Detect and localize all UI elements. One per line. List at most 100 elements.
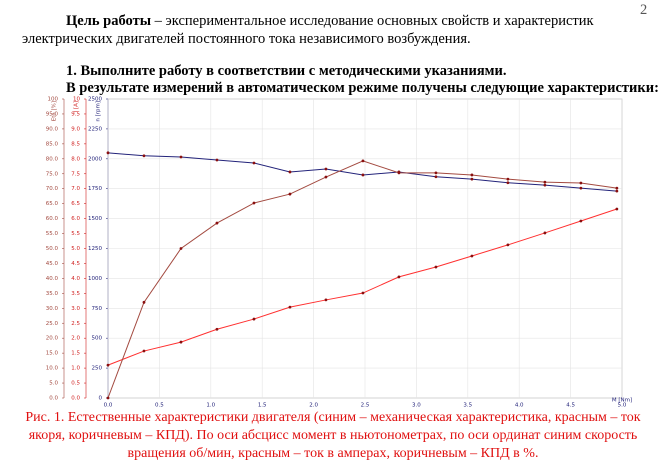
y-tick-label: 10 (73, 97, 80, 103)
y-tick-label: 4.5 (71, 261, 80, 267)
data-point (179, 155, 183, 159)
x-tick-label: 5.0 (618, 403, 627, 409)
y-tick-label: 95.0 (46, 111, 59, 117)
y-tick-label: 20.0 (46, 336, 59, 342)
data-point (324, 298, 328, 302)
data-point (179, 340, 183, 344)
y-tick-label: 7.5 (71, 171, 80, 177)
y-tick-label: 60.0 (46, 216, 59, 222)
y-tick-label: 0.5 (71, 381, 80, 387)
y-tick-label: 35.0 (46, 291, 59, 297)
y-tick-label: 85.0 (46, 141, 59, 147)
y-tick-label: 1.0 (71, 366, 80, 372)
x-tick-label: 3.0 (412, 403, 421, 409)
data-point (470, 254, 474, 258)
goal-text: – экспериментальное исследование основны… (151, 13, 594, 29)
y-tick-label: 750 (92, 306, 103, 312)
data-point (288, 192, 292, 196)
x-tick-label: 2.5 (361, 403, 370, 409)
y-tick-label: 1250 (88, 246, 102, 252)
y-tick-label: 8.5 (71, 141, 80, 147)
data-point (288, 170, 292, 174)
data-point (615, 186, 619, 190)
x-tick-label: 3.5 (463, 403, 472, 409)
y-tick-label: 4.0 (71, 276, 80, 282)
page-number: 2 (640, 2, 648, 18)
step-text: В результате измерений в автоматическом … (66, 80, 659, 96)
data-point (324, 167, 328, 171)
data-point (579, 219, 583, 223)
caption-line: Рис. 1. Естественные характеристики двиг… (25, 410, 641, 425)
y-tick-label: 8.0 (71, 156, 80, 162)
x-axis-label: M [Nm] (612, 398, 632, 404)
y-tick-label: 90.0 (46, 126, 59, 132)
data-point (324, 175, 328, 179)
data-point (434, 171, 438, 175)
data-point (397, 275, 401, 279)
data-point (252, 161, 256, 165)
data-point (579, 181, 583, 185)
data-point (106, 396, 110, 400)
data-point (506, 181, 510, 185)
x-tick-label: 1.0 (206, 403, 215, 409)
caption-line: вращения об/мин, красным – ток в амперах… (127, 446, 539, 461)
x-tick-label: 1.5 (258, 403, 267, 409)
data-point (179, 247, 183, 250)
y-tick-label: 2250 (88, 126, 102, 132)
data-point (106, 151, 110, 155)
data-point (470, 177, 474, 181)
y-tick-label: 0.0 (49, 396, 58, 402)
y-tick-label: 3.0 (71, 306, 80, 312)
data-point (506, 177, 510, 181)
data-point (288, 305, 292, 309)
y-tick-label: 40.0 (46, 276, 59, 282)
data-point (361, 291, 365, 295)
y-tick-label: 1.5 (71, 351, 80, 357)
data-point (470, 173, 474, 177)
y-tick-label: 1500 (88, 216, 102, 222)
data-point (434, 175, 438, 179)
x-tick-label: 0.5 (155, 403, 164, 409)
y-tick-label: 2500 (88, 97, 102, 103)
y-tick-label: 6.0 (71, 216, 80, 222)
goal-line: Цель работы – экспериментальное исследов… (66, 13, 594, 30)
y-tick-label: 50.0 (46, 246, 59, 252)
y-tick-label: 80.0 (46, 156, 59, 162)
y-tick-label: 55.0 (46, 231, 59, 237)
goal-lead: Цель работы (66, 13, 152, 29)
y-tick-label: 100 (48, 97, 59, 103)
data-point (215, 158, 219, 162)
y-tick-label: 2000 (88, 156, 102, 162)
y-tick-label: 65.0 (46, 201, 59, 207)
data-point (579, 186, 583, 190)
y-tick-label: 0 (99, 396, 103, 402)
y-tick-label: 2.0 (71, 336, 80, 342)
axis-label: Eta [%] (52, 101, 58, 121)
data-point (543, 180, 547, 184)
data-point (543, 231, 547, 235)
y-tick-label: 2.5 (71, 321, 80, 327)
y-tick-label: 5.5 (71, 231, 80, 237)
axis-label: n [rpm] (96, 101, 102, 122)
data-point (615, 189, 619, 193)
x-tick-label: 4.0 (515, 403, 524, 409)
data-point (252, 201, 256, 205)
y-tick-label: 1750 (88, 186, 102, 192)
series-line (107, 160, 617, 399)
y-tick-label: 0.0 (71, 396, 80, 402)
data-point (106, 363, 110, 367)
goal-text: электрических двигателей постоянного ток… (22, 31, 471, 47)
axis-label: I [A] (74, 101, 80, 112)
data-point (215, 327, 219, 331)
caption-line: якоря, коричневым – КПД). По оси абсцисс… (28, 428, 638, 443)
data-point (252, 317, 256, 321)
y-tick-label: 9.0 (71, 126, 80, 132)
data-point (543, 183, 547, 187)
data-point (361, 173, 365, 177)
y-tick-label: 45.0 (46, 261, 59, 267)
data-point (615, 207, 619, 211)
x-tick-label: 0.0 (104, 403, 113, 409)
y-tick-label: 70.0 (46, 186, 59, 192)
